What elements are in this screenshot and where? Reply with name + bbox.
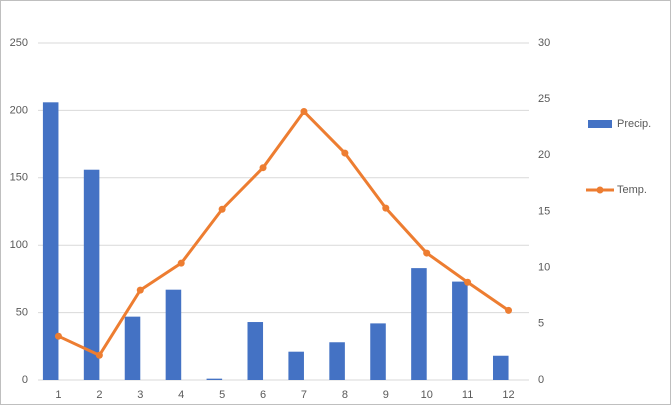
y2-tick-label: 25 <box>538 93 550 105</box>
y2-tick-label: 10 <box>538 262 550 274</box>
x-tick-label: 10 <box>421 389 433 401</box>
x-tick-label: 9 <box>383 389 389 401</box>
x-tick-label: 6 <box>260 389 266 401</box>
line-marker <box>177 259 185 267</box>
line-marker <box>423 249 431 257</box>
bar <box>288 351 304 380</box>
legend-marker <box>596 186 604 194</box>
line-marker <box>54 332 62 340</box>
y-tick-label: 200 <box>10 104 28 116</box>
y-tick-label: 150 <box>10 172 28 184</box>
x-tick-label: 2 <box>96 389 102 401</box>
bar <box>452 281 468 380</box>
bar <box>411 268 427 380</box>
bar <box>165 289 182 380</box>
bar <box>370 323 386 380</box>
legend-label: Precip. <box>617 118 651 130</box>
x-tick-label: 11 <box>462 389 473 401</box>
line-marker <box>464 278 472 286</box>
line-marker <box>218 205 226 213</box>
legend-label: Temp. <box>617 184 647 196</box>
x-tick-label: 3 <box>137 389 143 401</box>
x-tick-label: 8 <box>342 389 348 401</box>
line-marker <box>300 108 308 116</box>
bar <box>83 169 100 380</box>
line <box>57 110 510 357</box>
x-tick-label: 7 <box>301 389 307 401</box>
line-marker <box>95 351 103 359</box>
bar <box>492 355 509 380</box>
y2-tick-label: 30 <box>538 37 550 49</box>
y2-tick-label: 5 <box>538 318 544 330</box>
line-marker <box>136 286 144 294</box>
x-tick-label: 1 <box>55 389 61 401</box>
bar <box>206 378 223 380</box>
y2-tick-label: 15 <box>538 205 550 217</box>
bar <box>247 322 264 380</box>
y2-tick-label: 20 <box>538 149 550 161</box>
legend-swatch <box>588 120 612 128</box>
bar <box>42 102 59 380</box>
y-tick-label: 250 <box>10 37 28 49</box>
line-marker <box>341 149 349 157</box>
y2-tick-label: 0 <box>538 374 544 386</box>
line-marker <box>505 306 513 314</box>
x-tick-label: 5 <box>219 389 225 401</box>
line-marker <box>259 164 267 172</box>
x-tick-label: 4 <box>178 389 184 401</box>
y-tick-label: 100 <box>10 239 28 251</box>
line-marker <box>382 204 390 212</box>
x-tick-label: 12 <box>502 389 514 401</box>
y-tick-label: 50 <box>16 307 28 319</box>
bar <box>329 342 345 380</box>
bar <box>124 316 141 380</box>
y-tick-label: 0 <box>22 374 28 386</box>
